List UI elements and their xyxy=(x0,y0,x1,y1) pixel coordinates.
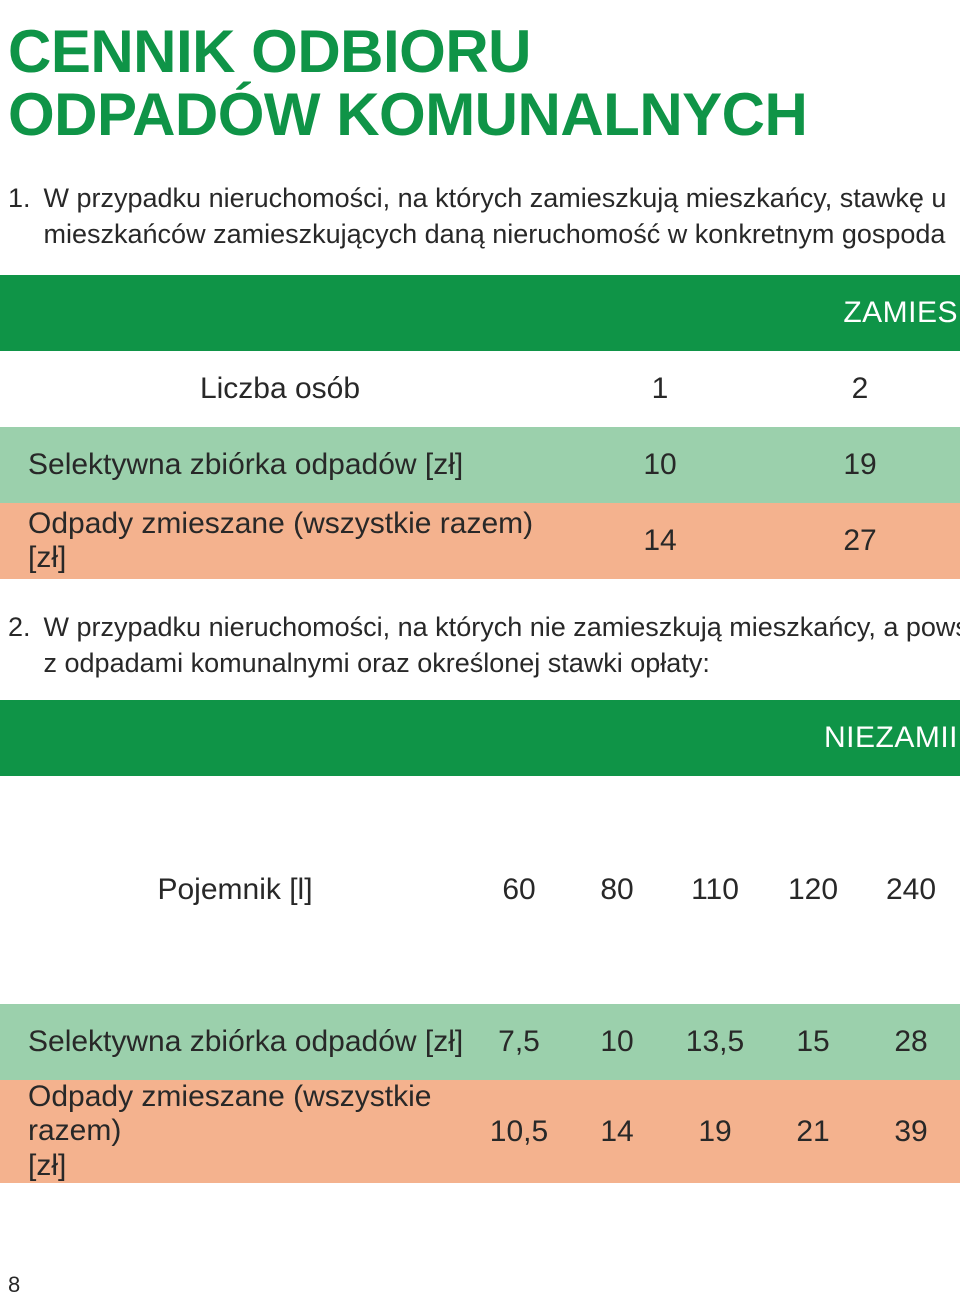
section2-table: Pojemnik [l] 60 80 110 120 240 Selektywn… xyxy=(0,776,960,1184)
header-label: Liczba osób xyxy=(0,351,560,427)
row-value: 15 xyxy=(764,1004,862,1080)
row-label: Odpady zmieszane (wszystkie razem) [zł] xyxy=(0,503,560,579)
header-value: 120 xyxy=(764,852,862,928)
row-label: Selektywna zbiórka odpadów [zł] xyxy=(0,1004,470,1080)
section2-band: NIEZAMII xyxy=(0,700,960,776)
row-value: 10,5 xyxy=(470,1080,568,1184)
header-value: 60 xyxy=(470,852,568,928)
row-value: 14 xyxy=(560,503,760,579)
section2-text-line2: z odpadami komunalnymi oraz określonej s… xyxy=(44,648,710,678)
row-value: 14 xyxy=(568,1080,666,1184)
header-value: 240 xyxy=(862,852,960,928)
row-value: 39 xyxy=(862,1080,960,1184)
table-row xyxy=(0,928,960,1004)
row-value: 10 xyxy=(560,427,760,503)
section1-number: 1. xyxy=(8,180,36,216)
table-row: Selektywna zbiórka odpadów [zł] 7,5 10 1… xyxy=(0,1004,960,1080)
header-value: 80 xyxy=(568,852,666,928)
row-value: 28 xyxy=(862,1004,960,1080)
section1-table: Liczba osób 1 2 Selektywna zbiórka odpad… xyxy=(0,351,960,579)
section2-intro: 2. W przypadku nieruchomości, na których… xyxy=(0,609,960,682)
table-row: Pojemnik [l] 60 80 110 120 240 xyxy=(0,852,960,928)
section2-number: 2. xyxy=(8,609,36,645)
section1-band: ZAMIES xyxy=(0,275,960,351)
table-row: Liczba osób 1 2 xyxy=(0,351,960,427)
table-row: Odpady zmieszane (wszystkie razem)[zł] 1… xyxy=(0,1080,960,1184)
title-line2: ODPADÓW KOMUNALNYCH xyxy=(8,81,807,148)
section1-text-line1: W przypadku nieruchomości, na których za… xyxy=(44,183,947,213)
row-value: 19 xyxy=(760,427,960,503)
title-line1: CENNIK ODBIORU xyxy=(8,18,531,85)
section1-band-label: ZAMIES xyxy=(843,296,958,330)
section1-text-line2: mieszkańców zamieszkujących daną nieruch… xyxy=(44,219,946,249)
header-value: 2 xyxy=(760,351,960,427)
page-number: 8 xyxy=(8,1272,20,1298)
row-label: Odpady zmieszane (wszystkie razem)[zł] xyxy=(0,1080,470,1184)
row-value: 19 xyxy=(666,1080,764,1184)
page-title: CENNIK ODBIORU ODPADÓW KOMUNALNYCH xyxy=(0,20,960,146)
row-value: 21 xyxy=(764,1080,862,1184)
row-value: 27 xyxy=(760,503,960,579)
row-value: 10 xyxy=(568,1004,666,1080)
section2-text-line1: W przypadku nieruchomości, na których ni… xyxy=(44,612,960,642)
table-row: Selektywna zbiórka odpadów [zł] 10 19 xyxy=(0,427,960,503)
section1-intro: 1. W przypadku nieruchomości, na których… xyxy=(0,180,960,253)
header-value: 110 xyxy=(666,852,764,928)
table-row: Odpady zmieszane (wszystkie razem) [zł] … xyxy=(0,503,960,579)
row-value: 7,5 xyxy=(470,1004,568,1080)
row-label: Selektywna zbiórka odpadów [zł] xyxy=(0,427,560,503)
row-value: 13,5 xyxy=(666,1004,764,1080)
section2-band-label: NIEZAMII xyxy=(824,721,958,755)
header-label: Pojemnik [l] xyxy=(0,852,470,928)
header-value: 1 xyxy=(560,351,760,427)
table-row xyxy=(0,776,960,852)
